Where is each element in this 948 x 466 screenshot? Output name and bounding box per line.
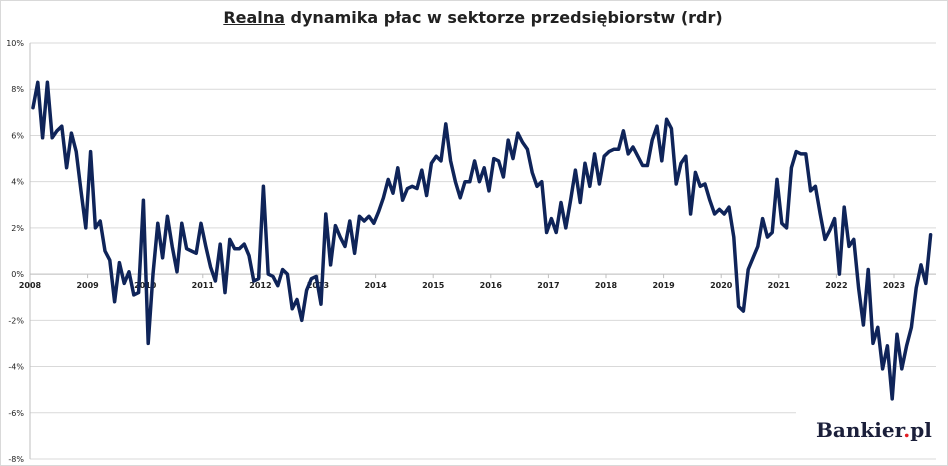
y-tick-label: 8% — [11, 85, 24, 94]
y-tick-label: 10% — [6, 39, 24, 48]
y-tick-label: 0% — [11, 270, 24, 279]
x-tick-label: 2009 — [76, 281, 99, 290]
x-tick-label: 2023 — [883, 281, 905, 290]
grid — [29, 42, 936, 460]
y-tick-label: 2% — [11, 224, 24, 233]
y-tick-label: -4% — [8, 363, 24, 372]
x-tick-label: 2019 — [652, 281, 675, 290]
y-tick-label: 4% — [11, 178, 24, 187]
x-tick-label: 2012 — [249, 281, 271, 290]
chart-title: Realna dynamika płac w sektorze przedsię… — [0, 8, 946, 27]
y-tick-label: -6% — [8, 409, 24, 418]
logo-dot: . — [903, 418, 911, 442]
x-tick-label: 2016 — [480, 281, 503, 290]
y-tick-label: 6% — [11, 131, 24, 140]
x-tick-label: 2008 — [19, 281, 42, 290]
x-tick-label: 2018 — [595, 281, 618, 290]
logo-suffix: pl — [910, 418, 932, 442]
bankier-logo: Bankier.pl — [816, 418, 932, 442]
logo-backdrop — [796, 410, 946, 458]
x-tick-label: 2021 — [768, 281, 791, 290]
series-line — [31, 80, 933, 401]
x-tick-label: 2017 — [537, 281, 559, 290]
y-tick-label: -8% — [8, 455, 24, 464]
x-tick-label: 2020 — [710, 281, 733, 290]
x-tick-label: 2015 — [422, 281, 445, 290]
chart-title-underlined: Realna — [223, 8, 285, 27]
logo-name: Bankier — [816, 418, 904, 442]
y-tick-label: -2% — [8, 316, 24, 325]
x-tick-label: 2014 — [364, 281, 387, 290]
x-tick-label: 2011 — [192, 281, 215, 290]
chart-title-rest: dynamika płac w sektorze przedsiębiorstw… — [284, 8, 723, 27]
x-tick-label: 2022 — [825, 281, 847, 290]
y-axis-ticks: 10% 8% 6% 4% 2% 0% -2% -4% -6% -8% — [6, 39, 24, 464]
